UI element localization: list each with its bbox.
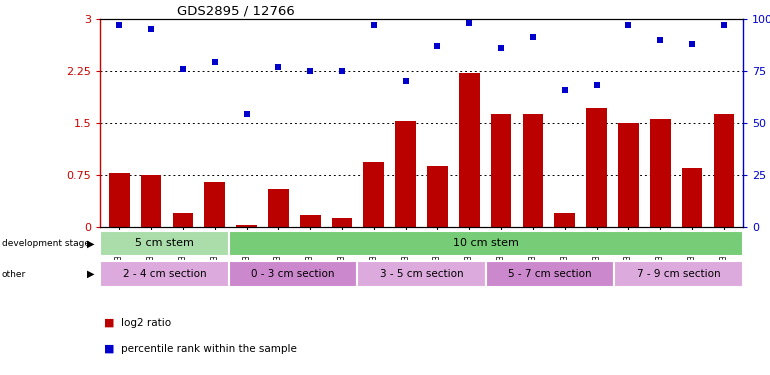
Bar	[141, 175, 162, 227]
Point	[336, 68, 348, 74]
Point	[559, 87, 571, 93]
Text: percentile rank within the sample: percentile rank within the sample	[121, 344, 296, 354]
Point	[400, 78, 412, 84]
Bar	[172, 213, 193, 227]
Bar	[357, 261, 486, 287]
Text: 7 - 9 cm section: 7 - 9 cm section	[637, 269, 721, 279]
Point	[591, 82, 603, 88]
Text: ■: ■	[104, 318, 115, 327]
Point	[718, 22, 730, 28]
Text: 5 cm stem: 5 cm stem	[135, 238, 194, 248]
Text: ▶: ▶	[87, 238, 95, 248]
Point	[145, 26, 157, 32]
Point	[464, 20, 476, 26]
Bar	[554, 213, 575, 227]
Point	[176, 66, 189, 72]
Bar	[100, 231, 229, 256]
Point	[686, 41, 698, 47]
Point	[431, 43, 444, 49]
Bar	[614, 261, 743, 287]
Point	[622, 22, 634, 28]
Point	[113, 22, 126, 28]
Bar	[714, 114, 735, 227]
Bar	[300, 215, 320, 227]
Bar	[229, 261, 357, 287]
Bar	[618, 123, 639, 227]
Text: GDS2895 / 12766: GDS2895 / 12766	[177, 4, 295, 18]
Point	[367, 22, 380, 28]
Bar	[268, 189, 289, 227]
Text: ■: ■	[104, 344, 115, 354]
Bar	[523, 114, 544, 227]
Bar	[204, 182, 225, 227]
Bar	[586, 108, 607, 227]
Point	[527, 34, 539, 40]
Point	[495, 45, 507, 51]
Text: 10 cm stem: 10 cm stem	[453, 238, 519, 248]
Point	[654, 37, 667, 43]
Bar	[486, 261, 614, 287]
Bar	[490, 114, 511, 227]
Bar	[395, 122, 416, 227]
Bar	[363, 162, 384, 227]
Point	[240, 111, 253, 117]
Bar	[236, 225, 257, 227]
Bar	[650, 119, 671, 227]
Bar	[109, 173, 129, 227]
Bar	[229, 231, 743, 256]
Text: development stage: development stage	[2, 239, 89, 248]
Text: 5 - 7 cm section: 5 - 7 cm section	[508, 269, 592, 279]
Bar	[100, 261, 229, 287]
Bar	[427, 166, 448, 227]
Text: 3 - 5 cm section: 3 - 5 cm section	[380, 269, 464, 279]
Text: 2 - 4 cm section: 2 - 4 cm section	[122, 269, 206, 279]
Text: ▶: ▶	[87, 269, 95, 279]
Text: 0 - 3 cm section: 0 - 3 cm section	[251, 269, 335, 279]
Bar	[332, 218, 353, 227]
Bar	[681, 168, 702, 227]
Text: other: other	[2, 270, 25, 279]
Point	[304, 68, 316, 74]
Point	[209, 60, 221, 66]
Bar	[459, 73, 480, 227]
Text: log2 ratio: log2 ratio	[121, 318, 171, 327]
Point	[272, 64, 284, 70]
